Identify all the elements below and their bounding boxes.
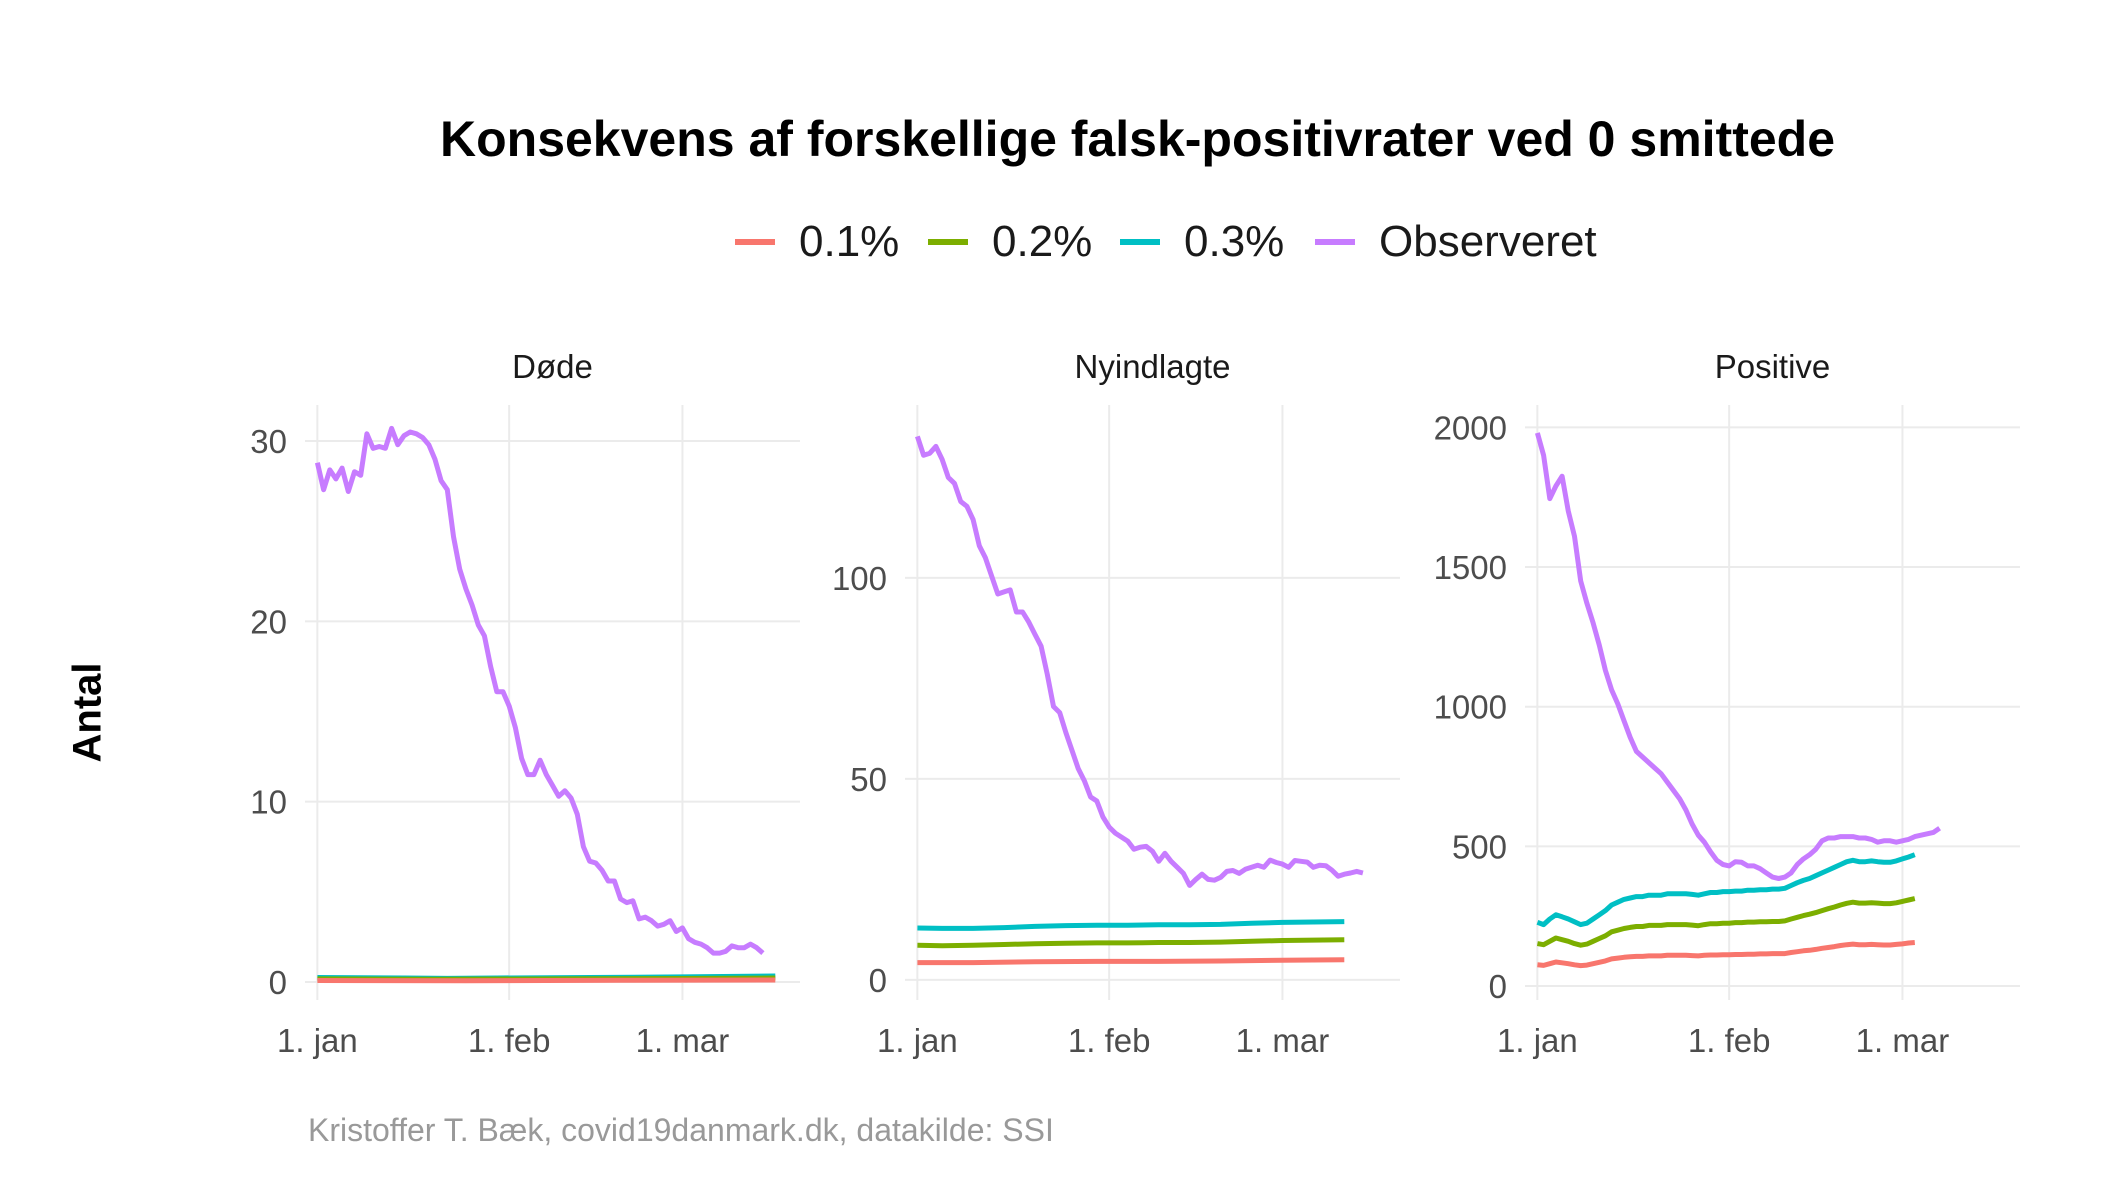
series-line-s03 [917,919,1345,931]
legend-label-obs: Observeret [1379,217,1597,266]
x-tick-label: 1. feb [1688,1022,1771,1059]
y-tick-label: 20 [250,603,287,640]
legend-label-s03: 0.3% [1184,217,1285,266]
facet-title: Nyindlagte [1075,348,1231,385]
facet-title: Positive [1715,348,1831,385]
legend-item-s02: 0.2% [928,212,1092,272]
y-tick-label: 2000 [1434,409,1507,446]
chart-title: Konsekvens af forskellige falsk-positivr… [440,111,1835,167]
y-tick-label: 0 [1489,968,1507,1005]
series-line-obs [314,425,765,956]
facet-title: Døde [512,348,593,385]
series-line-obs [1534,432,1942,881]
series-line-s01 [317,977,776,984]
legend-item-s01: 0.1% [735,212,899,272]
x-tick-label: 1. mar [1856,1022,1950,1059]
series-line-obs [915,435,1364,888]
y-tick-label: 50 [850,761,887,798]
y-tick-label: 0 [869,962,887,999]
x-tick-label: 1. jan [877,1022,958,1059]
x-tick-label: 1. feb [1068,1022,1151,1059]
x-tick-label: 1. mar [636,1022,730,1059]
facet-1: Nyindlagte 0 50 100 1. jan 1. feb 1. mar [832,348,1400,1059]
y-tick-label: 10 [250,784,287,821]
legend-item-obs: Observeret [1315,212,1597,272]
x-tick-label: 1. jan [1497,1022,1578,1059]
legend-key-obs [1315,239,1355,245]
legend-key-s02 [928,239,968,245]
caption: Kristoffer T. Bæk, covid19danmark.dk, da… [308,1112,1054,1148]
y-tick-label: 1500 [1434,549,1507,586]
legend: 0.1% 0.2% 0.3% Observeret [0,212,2125,272]
y-tick-label: 1000 [1434,689,1507,726]
series-line-s02 [1536,896,1916,948]
series-line-s02 [917,937,1345,949]
y-tick-label: 100 [832,560,887,597]
series-line-s01 [1537,940,1916,969]
legend-label-s02: 0.2% [992,217,1093,266]
x-tick-label: 1. mar [1236,1022,1330,1059]
x-tick-label: 1. feb [468,1022,551,1059]
series-line-s03 [1536,852,1916,928]
legend-key-s01 [735,239,775,245]
y-tick-label: 0 [269,964,287,1001]
facet-2: Positive 0 500 1000 1500 2000 1. jan 1. feb 1. m… [1434,348,2020,1059]
x-tick-label: 1. jan [277,1022,358,1059]
series-line-s01 [917,957,1345,966]
facet-0: Døde 0 10 20 30 1. jan 1. feb 1. mar [250,348,800,1059]
y-tick-label: 30 [250,423,287,460]
y-tick-label: 500 [1452,828,1507,865]
legend-key-s03 [1120,239,1160,245]
legend-label-s01: 0.1% [799,217,900,266]
legend-item-s03: 0.3% [1120,212,1284,272]
